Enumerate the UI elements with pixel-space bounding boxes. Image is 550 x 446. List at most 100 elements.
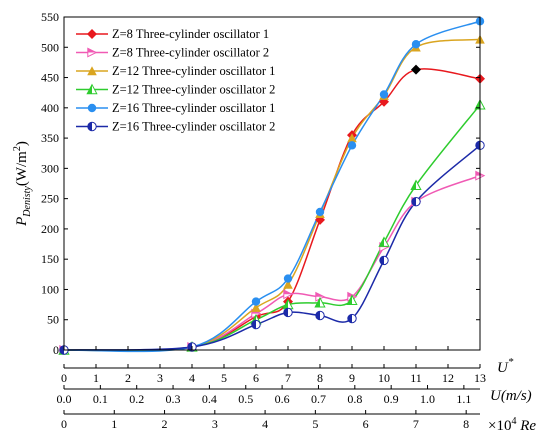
x-axis-tertiary-tick-label: 4: [262, 417, 268, 431]
x-axis-primary-tick-label: 6: [253, 371, 259, 385]
legend-label: Z=8 Three-cylinder oscillator 1: [112, 27, 269, 41]
y-tick-label: 550: [41, 10, 59, 24]
data-point: [346, 294, 358, 306]
legend-entry: Z=16 Three-cylinder oscillator 2: [76, 120, 275, 134]
y-axis-title: PDenisty(W/m2): [12, 141, 33, 227]
legend-marker: [87, 29, 97, 39]
legend-label: Z=12 Three-cylinder oscillator 1: [112, 64, 275, 78]
y-tick-label: 350: [41, 131, 59, 145]
data-point: [283, 279, 293, 289]
x-axis-secondary-tick-label: 0.6: [275, 392, 290, 406]
x-axis-secondary-tick-label: 0.5: [238, 392, 253, 406]
y-title-sub: Denisty: [22, 186, 33, 218]
y-title-unit-sup: 2: [12, 146, 23, 151]
data-point: [378, 236, 390, 247]
x-axis-primary-tick-label: 4: [189, 371, 195, 385]
x-axis-secondary-tick-label: 0.4: [202, 392, 217, 406]
data-point: [411, 40, 421, 49]
y-tick-label: 100: [41, 282, 59, 296]
legend-marker: [87, 103, 97, 113]
axis-titles: PDenisty(W/m2)U*U(m/s)×104 Re: [12, 141, 536, 434]
x-axis-tertiary-tick-label: 8: [463, 417, 469, 431]
data-point: [410, 179, 422, 191]
data-point: [411, 64, 421, 75]
legend-marker: [86, 83, 98, 95]
legend-entry: Z=16 Three-cylinder oscillator 1: [76, 101, 275, 115]
x-secondary-title-unit: (m/s): [501, 388, 532, 404]
x-axis-secondary-tick-label: 0.9: [384, 392, 399, 406]
x-axis-tertiary-title: ×104 Re: [488, 416, 536, 434]
legend-label: Z=8 Three-cylinder oscillator 2: [112, 46, 269, 60]
x-axis-secondary-tick-label: 1.0: [420, 392, 435, 406]
x-primary-title-main: U: [497, 360, 509, 376]
x-axis-primary-tick-label: 13: [474, 371, 486, 385]
y-tick-label: 500: [41, 40, 59, 54]
x-axis-secondary-tick-label: 0.1: [93, 392, 108, 406]
y-title-unit: (W/m: [14, 151, 30, 186]
x-axis-tertiary-tick-label: 1: [111, 417, 117, 431]
plot-frame: [63, 16, 481, 351]
y-tick-label: 300: [41, 161, 59, 175]
x-axis-tertiary-tick-label: 6: [363, 417, 369, 431]
y-tick-label: 250: [41, 192, 59, 206]
x-axis-primary-tick-label: 3: [157, 371, 163, 385]
y-tick-label: 200: [41, 222, 59, 236]
legend-entry: Z=12 Three-cylinder oscillator 1: [76, 64, 275, 78]
x-tertiary-title-prefix: ×10: [488, 418, 511, 434]
x-tertiary-title-main: Re: [516, 418, 536, 434]
series-line: [63, 144, 481, 351]
x-axis-primary-tick-label: 2: [125, 371, 131, 385]
legend-label: Z=16 Three-cylinder oscillator 1: [112, 101, 275, 115]
y-tick-label: 150: [41, 252, 59, 266]
x-axis-primary-tick-label: 10: [378, 371, 390, 385]
data-point: [347, 313, 357, 324]
x-axis-secondary-tick-label: 0.0: [57, 392, 72, 406]
legend-label: Z=12 Three-cylinder oscillator 2: [112, 83, 275, 97]
x-axis-primary-tick-label: 5: [221, 371, 227, 385]
data-point: [347, 133, 357, 143]
legend-marker: [87, 121, 97, 132]
y-tick-label: 400: [41, 101, 59, 115]
data-point: [251, 302, 261, 312]
x-axis-secondary-tick-label: 0.2: [129, 392, 144, 406]
data-point: [411, 196, 421, 207]
x-axis-primary-tick-label: 1: [93, 371, 99, 385]
x-primary-title-sup: *: [508, 356, 514, 368]
y-title-unit-close: ): [14, 141, 30, 146]
x-axis-secondary-title: U(m/s): [490, 388, 532, 404]
data-point: [314, 296, 326, 308]
legend-marker: [87, 66, 97, 76]
legend-label: Z=16 Three-cylinder oscillator 2: [112, 120, 275, 134]
x-axis-primary-tick-label: 11: [410, 371, 422, 385]
data-point: [283, 307, 293, 318]
data-point: [379, 90, 389, 99]
axes: 0 50 100 150 200 250 300 350 400 450 500 550 0 1 2 3 4 5 6…: [41, 10, 486, 431]
legend-entry: Z=8 Three-cylinder oscillator 1: [76, 27, 269, 41]
legend-marker: [87, 47, 98, 58]
legend: Z=8 Three-cylinder oscillator 1 Z=8 Three…: [76, 27, 275, 134]
x-axis-primary-tick-label: 9: [349, 371, 355, 385]
x-axis-primary-tick-label: 0: [61, 371, 67, 385]
data-point: [283, 274, 293, 283]
x-axis-tertiary-tick-label: 3: [212, 417, 218, 431]
x-axis-primary-tick-label: 7: [285, 371, 291, 385]
data-point: [379, 255, 389, 266]
y-tick-label: 50: [47, 313, 59, 327]
data-point: [347, 141, 357, 150]
x-axis-primary-tick-label: 8: [317, 371, 323, 385]
series-markers: [58, 17, 486, 356]
x-axis-secondary-tick-label: 0.3: [166, 392, 181, 406]
x-axis-secondary-tick-label: 0.8: [347, 392, 362, 406]
legend-entry: Z=12 Three-cylinder oscillator 2: [76, 83, 275, 97]
y-title-main: P: [14, 217, 30, 227]
x-axis-tertiary-tick-label: 0: [61, 417, 67, 431]
legend-entry: Z=8 Three-cylinder oscillator 2: [76, 46, 269, 60]
y-tick-label: 450: [41, 71, 59, 85]
x-axis-secondary-tick-label: 1.1: [456, 392, 471, 406]
x-axis-primary-title: U*: [497, 356, 514, 376]
x-axis-tertiary-tick-label: 7: [413, 417, 419, 431]
data-point: [251, 297, 261, 306]
series-line: [63, 104, 481, 351]
x-axis-tertiary-tick-label: 5: [312, 417, 318, 431]
